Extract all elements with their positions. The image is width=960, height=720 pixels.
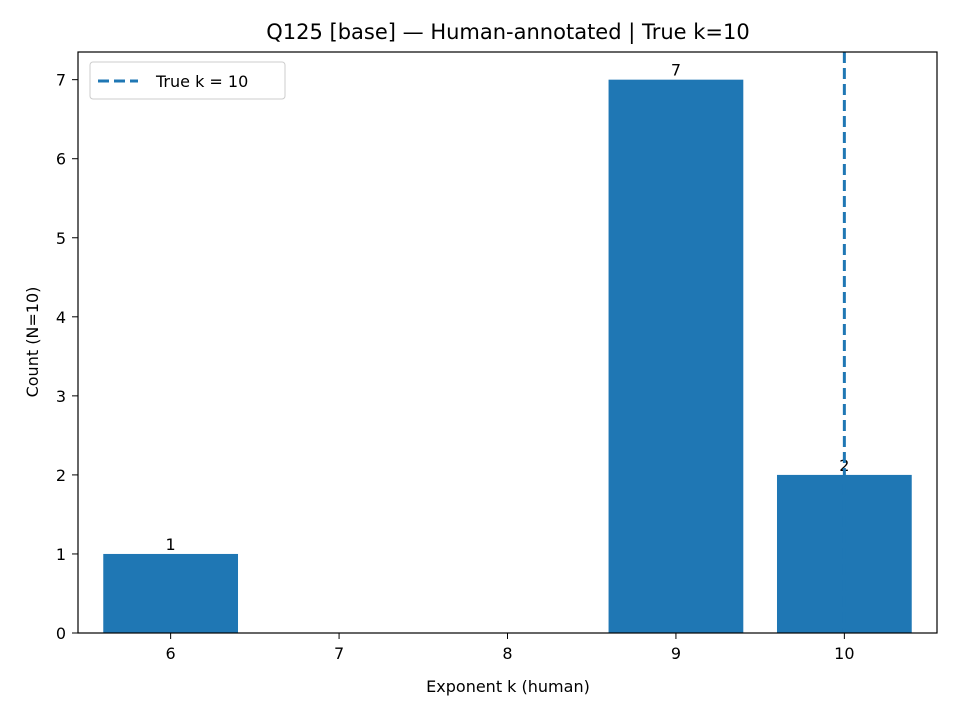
x-tick-label: 8 xyxy=(502,644,512,663)
bar-labels-group: 1 7 2 xyxy=(166,61,850,554)
y-tick-label: 1 xyxy=(56,545,66,564)
chart-title: Q125 [base] — Human-annotated | True k=1… xyxy=(266,20,750,45)
x-tick-label: 10 xyxy=(834,644,854,663)
y-tick-label: 7 xyxy=(56,71,66,90)
bar-k-9 xyxy=(608,79,744,633)
legend-label-true-k: True k = 10 xyxy=(155,72,248,91)
bar-value-label-k-6: 1 xyxy=(166,535,176,554)
y-axis-label: Count (N=10) xyxy=(23,287,42,398)
bar-value-label-k-9: 7 xyxy=(671,61,681,80)
x-axis-ticks: 6 7 8 9 10 xyxy=(166,633,855,663)
x-axis-label: Exponent k (human) xyxy=(426,677,590,696)
legend-box xyxy=(89,61,286,100)
y-tick-label: 0 xyxy=(56,624,66,643)
bar-k-6 xyxy=(103,553,239,633)
y-axis-ticks: 0 1 2 3 4 5 6 7 xyxy=(56,71,78,643)
bar-value-label-k-10: 2 xyxy=(839,456,849,475)
y-tick-label: 4 xyxy=(56,308,66,327)
x-tick-label: 7 xyxy=(334,644,344,663)
x-tick-label: 9 xyxy=(671,644,681,663)
y-tick-label: 2 xyxy=(56,466,66,485)
y-tick-label: 3 xyxy=(56,387,66,406)
plot-area: 1 7 2 6 7 8 9 10 0 1 2 3 4 5 6 7 xyxy=(56,51,938,663)
x-tick-label: 6 xyxy=(166,644,176,663)
legend: True k = 10 xyxy=(89,61,286,100)
y-tick-label: 6 xyxy=(56,150,66,169)
y-tick-label: 5 xyxy=(56,229,66,248)
